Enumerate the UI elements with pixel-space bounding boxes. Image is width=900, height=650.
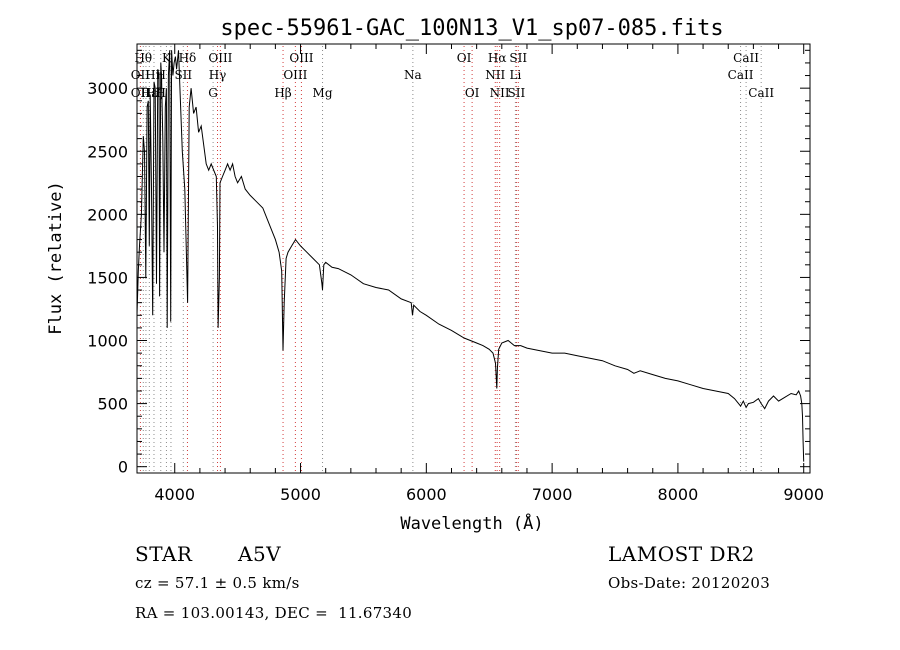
y-tick-label: 2000: [87, 205, 128, 224]
x-axis-ticks: 4000 5000 6000 7000 8000 9000: [154, 44, 824, 504]
line-label: SII: [508, 86, 526, 100]
line-label: Hγ: [209, 68, 227, 82]
x-tick-label: 9000: [783, 485, 824, 504]
y-tick-label: 0: [118, 458, 128, 477]
line-label: K: [162, 51, 172, 65]
line-label: Hα: [488, 51, 507, 65]
survey-name: LAMOST DR2: [608, 542, 755, 566]
line-label: SII: [174, 68, 192, 82]
y-tick-label: 1500: [87, 268, 128, 287]
line-label: OI: [457, 51, 472, 65]
x-tick-label: 5000: [280, 485, 321, 504]
obs-date: Obs-Date: 20120203: [608, 574, 771, 592]
y-tick-label: 1000: [87, 332, 128, 351]
line-label: OI: [465, 86, 480, 100]
line-label: Na: [404, 68, 422, 82]
coordinates: RA = 103.00143, DEC = 11.67340: [135, 604, 413, 622]
line-label: CaII: [733, 51, 759, 65]
line-label: OIII: [289, 51, 313, 65]
y-axis-ticks: 0 500 1000 1500 2000 2500 3000: [87, 49, 810, 477]
object-subclass: A5V: [238, 542, 282, 566]
line-label: G: [208, 86, 218, 100]
line-label: SII: [509, 51, 527, 65]
spectrum-series-line: [136, 50, 805, 462]
line-label: Hθ: [134, 51, 152, 65]
line-label: OII: [131, 86, 151, 100]
y-tick-label: 2500: [87, 142, 128, 161]
line-label: NII: [490, 86, 510, 100]
y-tick-label: 500: [97, 395, 128, 414]
line-label: OII: [131, 68, 151, 82]
x-axis-label: Wavelength (Å): [400, 512, 543, 534]
object-class: STAR: [135, 542, 193, 566]
line-label: OIII: [283, 68, 307, 82]
spectral-line-markers: [139, 46, 762, 473]
plot-frame: [136, 43, 811, 474]
y-axis-label: Flux (relative): [46, 181, 66, 335]
x-tick-label: 4000: [154, 485, 195, 504]
line-label: CaII: [728, 68, 754, 82]
chart-title: spec-55961-GAC_100N13_V1_sp07-085.fits: [220, 16, 723, 41]
line-label: Li: [509, 68, 521, 82]
line-label: CaII: [748, 86, 774, 100]
line-label: NII: [485, 68, 505, 82]
x-tick-label: 6000: [406, 485, 447, 504]
line-label: Mg: [313, 86, 333, 100]
line-label: OIII: [208, 51, 232, 65]
line-label: Hβ: [274, 86, 291, 100]
x-tick-label: 8000: [658, 485, 699, 504]
redshift-readout: cz = 57.1 ± 0.5 km/s: [135, 574, 300, 592]
x-tick-label: 7000: [532, 485, 573, 504]
y-tick-label: 3000: [87, 79, 128, 98]
line-label: Hδ: [179, 51, 197, 65]
